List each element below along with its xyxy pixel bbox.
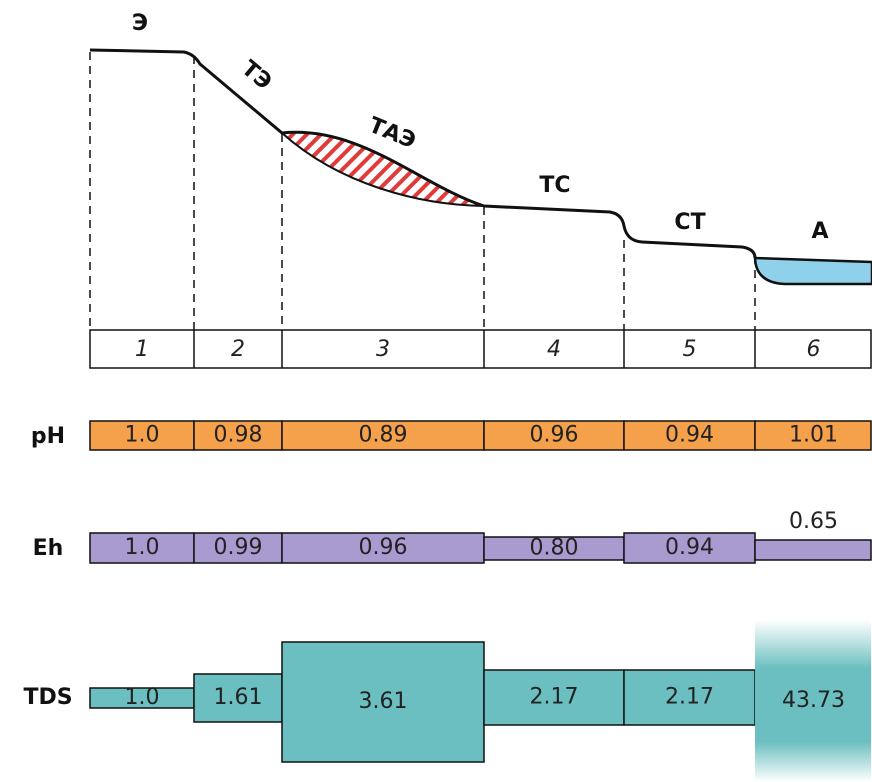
zone-number: 3 (376, 337, 390, 362)
landscape-label: ТАЭ (365, 113, 419, 154)
profile (90, 50, 755, 258)
landscape-label: ТС (539, 173, 570, 198)
value-label: 3.61 (359, 689, 408, 714)
landscape-label: СТ (674, 210, 705, 235)
value-label: 0.98 (214, 423, 263, 448)
value-label: 0.99 (214, 535, 263, 560)
landscape-label: Э (132, 11, 148, 36)
value-label: 0.96 (530, 423, 579, 448)
value-label: 0.94 (665, 423, 714, 448)
zone-number: 2 (231, 337, 245, 362)
zone-number: 5 (683, 337, 697, 362)
landscape-label: ТЭ (236, 56, 276, 95)
value-label: 1.61 (214, 685, 263, 710)
landscape-label: А (811, 219, 828, 244)
value-label: 0.96 (359, 535, 408, 560)
zone-strip (90, 330, 871, 368)
value-label: 1.0 (125, 423, 160, 448)
value-label: 0.65 (789, 509, 838, 534)
value-label: 0.94 (665, 535, 714, 560)
value-label: 1.0 (125, 685, 160, 710)
row-label: pH (31, 424, 65, 449)
value-label: 1.01 (789, 423, 838, 448)
zone-number: 6 (807, 337, 821, 362)
row-label: TDS (23, 685, 72, 710)
value-label: 2.17 (665, 685, 714, 710)
value-box (755, 540, 871, 560)
diagram: Э ТЭ ТАЭ ТС СТ А 1 2 3 4 5 6 pH 1.0 0.98 0.89 0.96 0.94… (0, 0, 872, 782)
value-label: 1.0 (125, 535, 160, 560)
row-label: Eh (33, 536, 64, 561)
zone-number: 1 (135, 337, 149, 362)
value-label: 2.17 (530, 685, 579, 710)
zone-number: 4 (547, 337, 561, 362)
value-label: 0.89 (359, 423, 408, 448)
value-label: 0.80 (530, 536, 579, 561)
value-label: 43.73 (782, 688, 845, 713)
water (755, 258, 872, 284)
